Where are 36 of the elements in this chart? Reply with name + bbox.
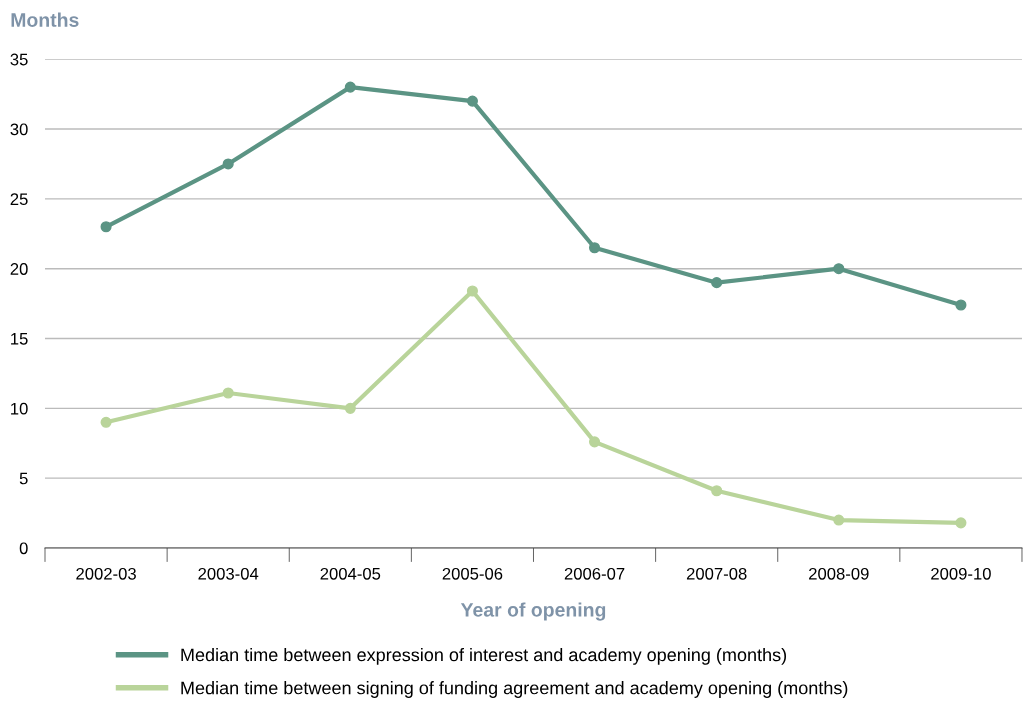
x-tick-label: 2007-08 [686,567,747,580]
point [711,277,723,289]
point [588,436,601,448]
point [466,285,478,297]
point [466,95,478,107]
x-tick-label: 2004-05 [320,567,381,580]
y-tick-label: 25 [10,193,28,206]
x-tick-label: 2005-06 [442,567,503,580]
x-tick-label: 2008-09 [809,567,869,580]
y-tick-label: 35 [10,53,28,66]
y-tick-label: 30 [10,123,28,136]
legend-label: Median time between expression of interest and academy opening (months) [181,648,787,665]
x-tick-label: 2006-07 [564,567,625,580]
point [222,158,234,170]
y-tick-label: 10 [11,402,28,415]
point [100,416,112,428]
point [955,299,967,311]
point [955,517,967,529]
point [833,514,845,526]
y-axis-title: Months [11,12,79,27]
x-tick-label: 2009-10 [931,567,991,580]
x-tick-label: 2003-04 [198,567,259,580]
x-tick-label: 2002-03 [76,567,136,580]
point [711,485,723,497]
point [344,402,356,414]
point [588,242,601,254]
point [344,81,356,93]
point [222,387,234,399]
legend-label: Median time between signing of funding agreement and academy opening (months) [181,681,848,698]
point [100,221,112,233]
y-tick-label: 5 [19,472,28,485]
point [833,263,845,275]
y-tick-label: 20 [10,263,28,275]
y-tick-label: 0 [19,542,28,555]
x-axis-title: Year of opening [460,602,606,621]
y-tick-label: 15 [11,333,28,345]
